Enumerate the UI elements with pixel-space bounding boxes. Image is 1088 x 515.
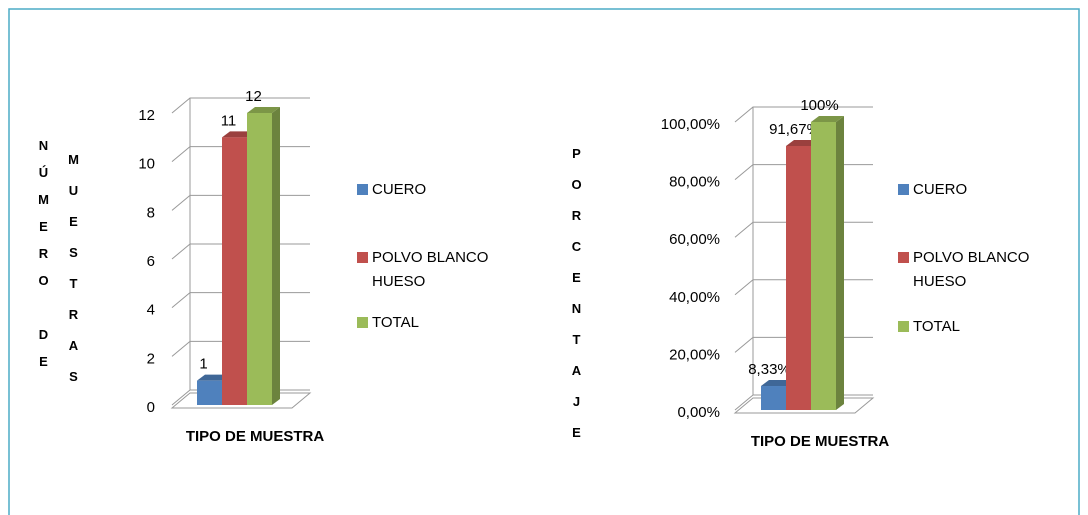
- bar-top: [247, 107, 280, 113]
- bar: [761, 386, 786, 410]
- bar-top: [222, 131, 255, 138]
- legend-swatch: [898, 184, 909, 195]
- legend-swatch: [898, 252, 909, 263]
- legend-label: TOTAL: [372, 314, 419, 331]
- y-tick-label: 60,00%: [669, 231, 720, 248]
- y-tick-label: 8: [147, 204, 155, 221]
- bar: [786, 145, 811, 410]
- y-tick-label: 0,00%: [677, 404, 720, 421]
- y-tick-label: 20,00%: [669, 346, 720, 363]
- data-label: 11: [221, 112, 237, 129]
- y-axis-label: MUESTRAS: [66, 152, 81, 400]
- bar: [247, 113, 272, 405]
- legend-label: POLVO BLANCO HUESO: [913, 249, 1030, 290]
- bar: [811, 122, 836, 410]
- legend-label: POLVO BLANCO HUESO: [372, 249, 489, 290]
- bar: [197, 380, 222, 405]
- data-label: 100%: [800, 97, 838, 114]
- bar: [222, 137, 247, 406]
- legend-swatch: [357, 252, 368, 263]
- y-tick-label: 6: [147, 253, 155, 270]
- grid-line: [734, 106, 873, 123]
- x-axis-label: TIPO DE MUESTRA: [186, 428, 325, 445]
- frame: [8, 8, 1080, 515]
- bar-top: [811, 116, 844, 122]
- legend-swatch: [357, 184, 368, 195]
- y-tick-label: 10: [138, 156, 155, 173]
- legend-label: TOTAL: [913, 318, 960, 335]
- y-tick-label: 4: [147, 302, 155, 319]
- floor: [733, 397, 875, 414]
- bar-top: [197, 374, 230, 381]
- x-axis-label: TIPO DE MUESTRA: [751, 433, 890, 450]
- legend-swatch: [357, 317, 368, 328]
- y-tick-label: 12: [138, 107, 155, 124]
- data-label: 1: [199, 356, 207, 373]
- y-tick-label: 80,00%: [669, 174, 720, 191]
- data-label: 8,33%: [748, 361, 791, 378]
- y-tick-label: 2: [147, 350, 155, 367]
- grid-line: [171, 97, 310, 114]
- legend-swatch: [898, 321, 909, 332]
- data-label: 12: [245, 88, 262, 105]
- y-tick-label: 100,00%: [661, 116, 720, 133]
- floor: [170, 392, 312, 409]
- data-label: 91,67%: [769, 121, 820, 138]
- bar-side: [836, 116, 844, 410]
- y-axis-label: PORCENTAJE: [569, 146, 584, 456]
- legend-label: CUERO: [372, 181, 427, 198]
- legend-label: CUERO: [913, 181, 968, 198]
- bar-side: [272, 107, 280, 405]
- y-axis-label: NÚMERO DE: [36, 138, 51, 381]
- y-tick-label: 40,00%: [669, 289, 720, 306]
- bar-top: [761, 380, 794, 387]
- y-tick-label: 0: [147, 399, 155, 416]
- bar-top: [786, 139, 819, 146]
